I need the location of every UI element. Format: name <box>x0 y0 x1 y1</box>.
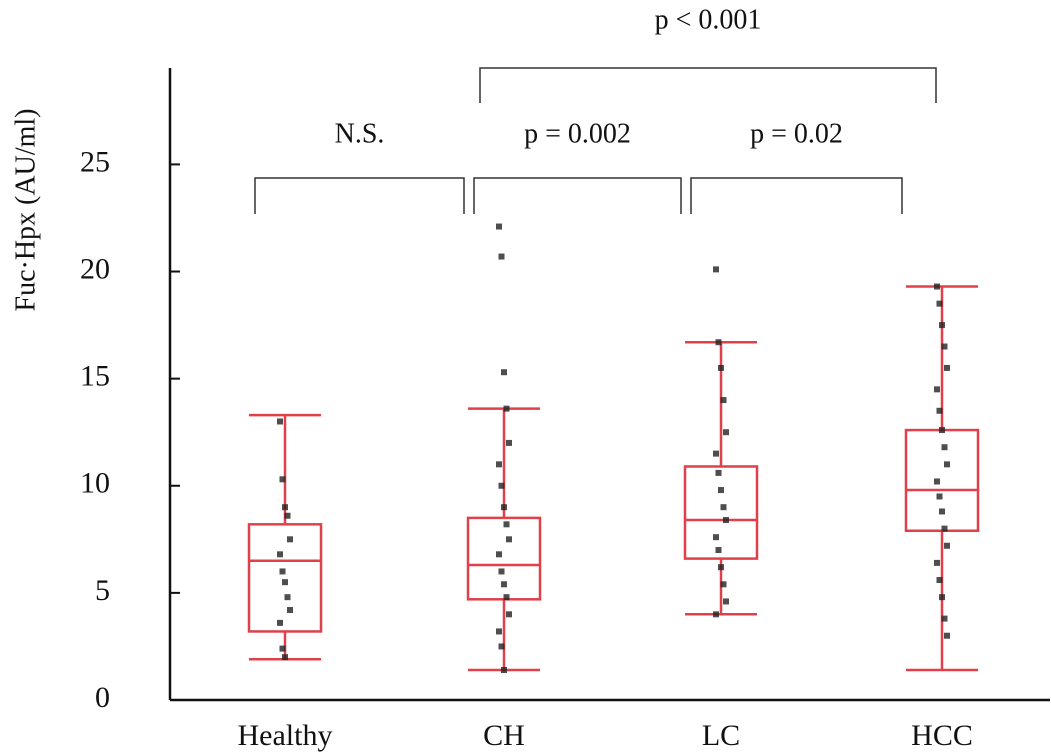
data-point <box>939 508 945 515</box>
data-point <box>715 469 722 476</box>
data-point <box>718 364 724 371</box>
data-point <box>936 577 943 584</box>
data-point <box>934 386 940 393</box>
data-point <box>944 632 950 639</box>
significance-label: p = 0.002 <box>524 118 631 149</box>
data-point <box>939 322 945 329</box>
data-point <box>934 283 940 290</box>
data-point <box>501 667 507 674</box>
data-point <box>944 461 950 468</box>
data-point <box>501 504 507 511</box>
x-tick-label: Healthy <box>238 719 333 752</box>
data-point <box>713 534 719 541</box>
data-point <box>944 542 950 549</box>
data-point <box>939 427 945 434</box>
data-point <box>277 418 283 425</box>
data-point <box>941 444 948 451</box>
data-point <box>941 525 948 532</box>
data-point <box>506 611 512 618</box>
data-point <box>501 369 507 376</box>
data-point <box>713 450 719 457</box>
data-point <box>282 579 288 586</box>
data-point <box>496 461 502 468</box>
data-point <box>277 619 283 626</box>
data-point <box>939 594 945 601</box>
data-point <box>723 429 729 436</box>
significance-label: p < 0.001 <box>655 4 762 35</box>
data-point <box>498 643 505 650</box>
data-point <box>723 598 729 605</box>
significance-label: p = 0.02 <box>750 118 843 149</box>
data-point <box>277 551 283 558</box>
data-point <box>944 364 950 371</box>
data-point <box>496 551 502 558</box>
x-tick-label: HCC <box>911 719 973 752</box>
data-point <box>713 266 719 273</box>
data-point <box>282 504 288 511</box>
data-point <box>506 439 512 446</box>
significance-bracket <box>473 177 682 214</box>
x-tick-label: LC <box>702 719 740 752</box>
x-tick-label: CH <box>483 719 525 752</box>
box <box>683 465 759 560</box>
data-point <box>936 493 943 500</box>
data-point <box>503 594 510 601</box>
data-point <box>501 581 507 588</box>
data-point <box>934 478 940 485</box>
data-point <box>718 564 724 571</box>
data-point <box>287 536 293 543</box>
data-point <box>279 568 286 575</box>
y-tick-label: 0 <box>95 681 110 714</box>
y-tick-label: 25 <box>80 145 110 178</box>
data-point <box>279 476 286 483</box>
data-point <box>713 611 719 618</box>
data-point <box>718 487 724 494</box>
y-tick-label: 15 <box>80 360 110 393</box>
data-point <box>720 504 727 511</box>
data-point <box>496 223 502 230</box>
significance-bracket <box>690 177 903 214</box>
data-point <box>284 512 291 519</box>
data-point <box>282 654 288 661</box>
data-point <box>720 397 727 404</box>
data-point <box>287 607 293 614</box>
data-point <box>503 521 510 528</box>
data-point <box>506 536 512 543</box>
data-point <box>498 482 505 489</box>
significance-label: N.S. <box>335 118 385 149</box>
data-point <box>936 407 943 414</box>
data-point <box>934 559 940 566</box>
data-point <box>496 628 502 635</box>
y-tick-label: 20 <box>80 252 110 285</box>
y-axis-label: Fuc·Hpx (AU/ml) <box>10 109 41 312</box>
data-point <box>503 405 510 412</box>
data-point <box>498 253 505 260</box>
data-point <box>498 568 505 575</box>
y-tick-label: 10 <box>80 467 110 500</box>
data-point <box>936 300 943 307</box>
data-point <box>723 517 729 524</box>
data-point <box>941 343 948 350</box>
significance-bracket <box>479 67 937 103</box>
data-point <box>715 547 722 554</box>
data-point <box>720 581 727 588</box>
data-point <box>715 339 722 346</box>
box <box>247 523 323 633</box>
significance-bracket <box>254 177 465 214</box>
data-point <box>284 594 291 601</box>
data-point <box>941 615 948 622</box>
data-point <box>279 645 286 652</box>
y-tick-label: 5 <box>95 574 110 607</box>
